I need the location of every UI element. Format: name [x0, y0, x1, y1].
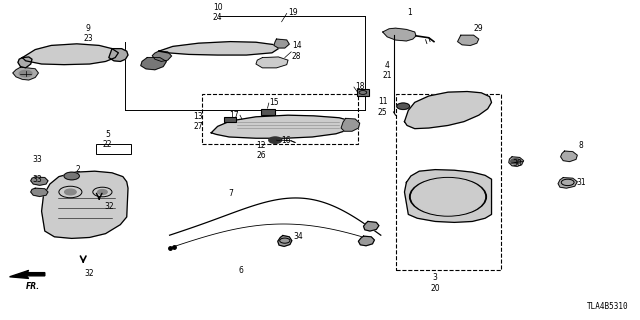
Text: 31: 31 [576, 178, 586, 187]
Polygon shape [22, 44, 118, 65]
Polygon shape [561, 151, 577, 162]
Circle shape [420, 183, 476, 211]
Polygon shape [141, 58, 166, 70]
Polygon shape [42, 171, 128, 238]
Polygon shape [458, 35, 479, 45]
Polygon shape [10, 270, 45, 278]
Circle shape [65, 189, 76, 195]
Text: 13
27: 13 27 [193, 112, 204, 131]
Circle shape [419, 182, 477, 211]
Text: 1: 1 [407, 8, 412, 17]
Text: 33: 33 [32, 175, 42, 184]
Polygon shape [364, 221, 379, 231]
Polygon shape [109, 49, 128, 61]
Bar [396, 94, 501, 270]
Bar [96, 144, 131, 154]
Text: 6: 6 [238, 266, 243, 275]
Circle shape [98, 189, 108, 194]
Text: 5
22: 5 22 [103, 130, 112, 149]
Text: 32: 32 [84, 269, 95, 278]
Bar [224, 117, 236, 122]
Polygon shape [383, 28, 416, 41]
Polygon shape [404, 170, 492, 222]
Circle shape [429, 187, 467, 206]
Text: 18: 18 [355, 82, 365, 91]
Polygon shape [31, 188, 48, 196]
Text: 3
20: 3 20 [430, 274, 440, 293]
Circle shape [440, 193, 456, 201]
Text: 16: 16 [282, 136, 291, 145]
Text: 9
23: 9 23 [83, 24, 93, 43]
Polygon shape [278, 236, 292, 246]
Circle shape [441, 193, 455, 200]
Text: 19: 19 [288, 8, 298, 17]
Text: 2: 2 [76, 165, 80, 174]
Polygon shape [211, 115, 352, 138]
Text: 17: 17 [229, 111, 239, 120]
Circle shape [430, 188, 466, 206]
Text: TLA4B5310: TLA4B5310 [587, 302, 628, 311]
Polygon shape [152, 51, 172, 61]
Circle shape [410, 178, 486, 216]
Circle shape [397, 103, 410, 109]
Circle shape [511, 159, 521, 164]
Bar [202, 94, 358, 144]
Text: 15: 15 [269, 98, 278, 107]
Text: 30: 30 [512, 159, 522, 168]
Text: 7: 7 [228, 189, 234, 198]
Text: 8: 8 [579, 141, 584, 150]
Text: 29: 29 [474, 24, 484, 33]
Polygon shape [558, 178, 577, 188]
Text: 34: 34 [293, 232, 303, 241]
Circle shape [269, 137, 282, 143]
Text: 12
26: 12 26 [256, 141, 266, 160]
Circle shape [19, 70, 32, 77]
Circle shape [64, 172, 79, 180]
Text: 10
24: 10 24 [212, 3, 223, 22]
Circle shape [412, 179, 484, 215]
Polygon shape [13, 67, 38, 80]
Text: 14
28: 14 28 [292, 42, 301, 61]
Polygon shape [358, 236, 374, 246]
Text: 33: 33 [32, 156, 42, 164]
Text: 11
25: 11 25 [378, 98, 388, 117]
Polygon shape [18, 57, 32, 68]
Text: 4
21: 4 21 [383, 61, 392, 80]
Polygon shape [341, 118, 360, 131]
Polygon shape [404, 92, 492, 129]
Bar [261, 109, 275, 115]
Polygon shape [509, 157, 524, 166]
Polygon shape [31, 177, 48, 185]
Bar [357, 89, 369, 96]
Polygon shape [159, 42, 278, 55]
Polygon shape [274, 39, 289, 48]
Text: 32: 32 [104, 202, 114, 211]
Polygon shape [256, 57, 288, 68]
Text: FR.: FR. [26, 282, 40, 291]
